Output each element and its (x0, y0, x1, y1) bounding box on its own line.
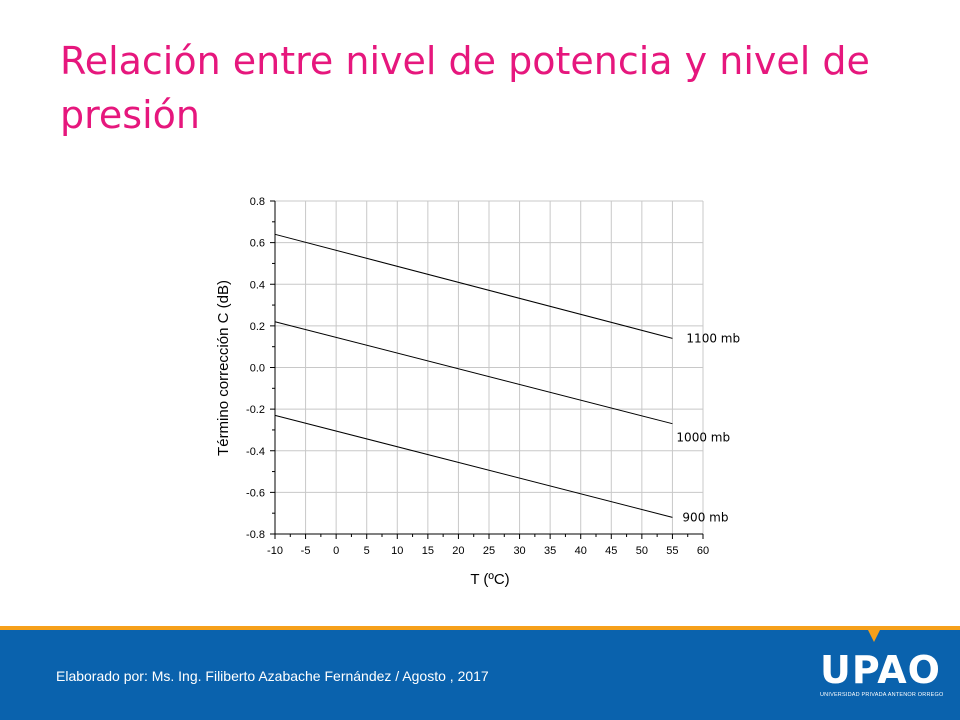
series-lines (274, 233, 673, 518)
series-line-2 (274, 414, 673, 518)
y-axis-label: Término corrección C (dB) (215, 280, 232, 456)
y-tick-label: 0.8 (250, 196, 265, 208)
y-tick-label: 0.2 (250, 321, 265, 333)
series-line-1 (274, 321, 673, 425)
x-tick-label: 20 (452, 545, 464, 557)
y-tick-label: -0.6 (246, 487, 265, 499)
y-tick-label: -0.4 (246, 446, 265, 458)
x-tick-label: 5 (364, 545, 370, 557)
ticks: -10 -5 0 5 10 15 20 25 30 35 40 45 50 55 60 0.8 0.6 0.4 0.… (246, 196, 709, 557)
x-tick-label: 45 (605, 545, 617, 557)
footer-notch (866, 626, 882, 642)
y-tick-label: 0.6 (250, 238, 265, 250)
upao-logo: UPAO UNIVERSIDAD PRIVADA ANTENOR ORREGO (820, 648, 944, 698)
x-tick-label: 0 (333, 545, 339, 557)
footer-bar (0, 626, 960, 720)
footer-credit: Elaborado por: Ms. Ing. Filiberto Azabac… (56, 668, 489, 684)
logo-subtext: UNIVERSIDAD PRIVADA ANTENOR ORREGO (820, 692, 944, 698)
correction-chart: -10 -5 0 5 10 15 20 25 30 35 40 45 50 55 60 0.8 0.6 0.4 0.… (215, 196, 740, 588)
x-axis-label: T (ºC) (470, 571, 509, 588)
x-tick-label: 40 (575, 545, 587, 557)
x-tick-label: -5 (301, 545, 311, 557)
x-tick-label: 15 (422, 545, 434, 557)
y-tick-label: -0.2 (246, 404, 265, 416)
x-tick-label: 25 (483, 545, 495, 557)
x-tick-label: 50 (636, 545, 648, 557)
slide-title: Relación entre nivel de potencia y nivel… (60, 39, 870, 137)
series-label-1: 1000 mb (676, 431, 730, 445)
y-tick-label: 0.0 (250, 363, 265, 375)
series-label-0: 1100 mb (686, 331, 740, 345)
logo-text: UPAO (820, 648, 941, 692)
series-labels: 1100 mb 1000 mb 900 mb (676, 331, 740, 524)
x-tick-label: 60 (697, 545, 709, 557)
x-tick-label: 10 (391, 545, 403, 557)
x-tick-label: 30 (513, 545, 525, 557)
y-tick-label: -0.8 (246, 529, 265, 541)
x-tick-label: -10 (267, 545, 283, 557)
x-tick-label: 55 (666, 545, 678, 557)
y-tick-label: 0.4 (250, 279, 265, 291)
x-tick-label: 35 (544, 545, 556, 557)
series-line-0 (274, 233, 673, 339)
series-label-2: 900 mb (682, 510, 728, 524)
grid (274, 200, 704, 535)
